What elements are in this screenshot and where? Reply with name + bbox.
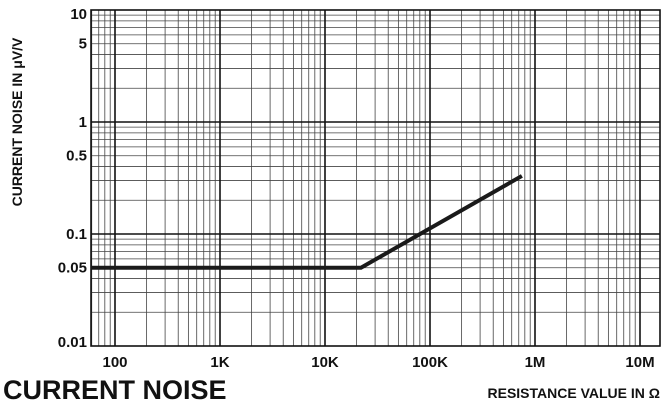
x-tick-label: 100 (102, 354, 127, 371)
minor-grid (91, 10, 660, 346)
y-tick-label: 0.05 (58, 260, 87, 277)
x-tick-label: 10M (625, 354, 654, 371)
y-tick-label: 0.1 (66, 226, 87, 243)
y-tick-label: 0.5 (66, 148, 87, 165)
x-axis-tick-labels: 100 1K 10K 100K 1M 10M (102, 354, 654, 371)
plot-frame (90, 9, 661, 347)
x-tick-label: 10K (311, 354, 339, 371)
y-tick-label: 0.01 (58, 334, 87, 351)
y-axis-tick-labels: 0.01 0.05 0.1 0.5 1 5 10 (58, 6, 87, 351)
x-tick-label: 100K (412, 354, 448, 371)
y-tick-label: 10 (70, 6, 87, 23)
x-axis-label: RESISTANCE VALUE IN Ω (488, 385, 661, 401)
y-axis-label: CURRENT NOISE IN μV/V (9, 37, 25, 206)
y-tick-label: 5 (79, 36, 87, 53)
series-layer (91, 174, 523, 270)
y-tick-label: 1 (79, 114, 87, 131)
chart-title: CURRENT NOISE (3, 375, 227, 404)
x-tick-label: 1K (210, 354, 229, 371)
major-grid (91, 10, 660, 346)
x-tick-label: 1M (525, 354, 546, 371)
current-noise-series-line (91, 174, 523, 270)
